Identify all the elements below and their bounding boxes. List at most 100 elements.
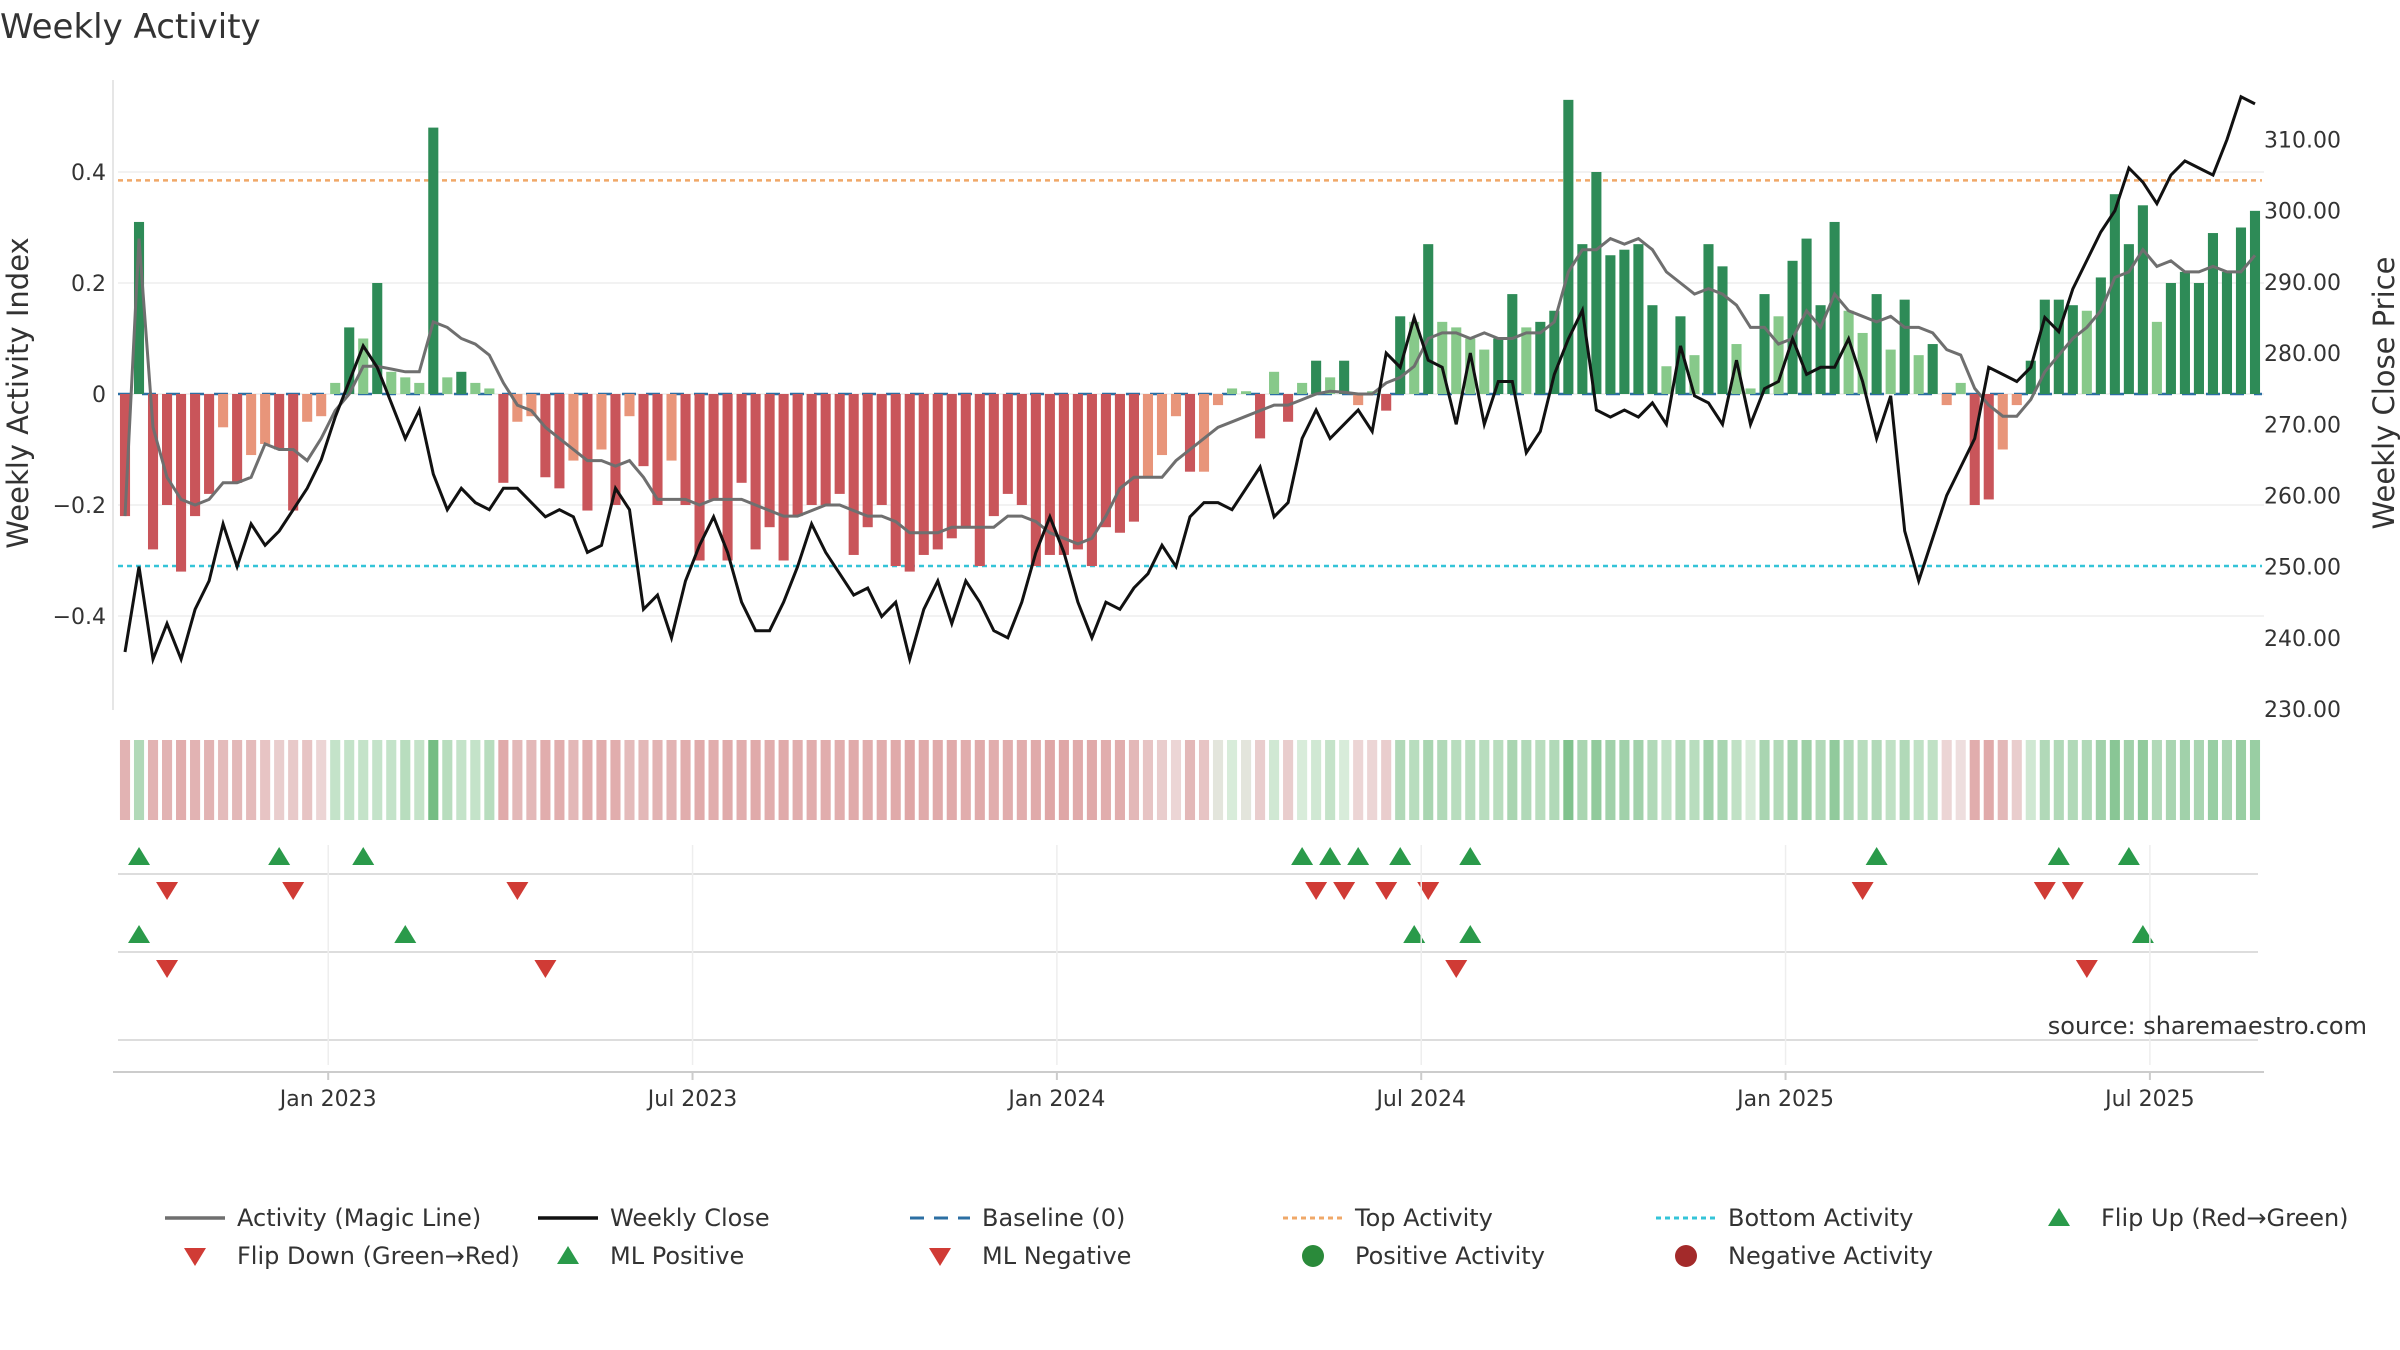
legend: Activity (Magic Line) Weekly Close Baselin… bbox=[165, 1204, 2349, 1270]
heat-strip-cell bbox=[2123, 740, 2134, 820]
activity-bar bbox=[820, 394, 831, 505]
heat-strip-cell bbox=[1226, 740, 1238, 820]
magic-line bbox=[123, 236, 2257, 546]
heat-strip-cell bbox=[162, 740, 173, 820]
heat-strip-cell bbox=[1745, 740, 1756, 820]
heat-strip-cell bbox=[666, 740, 677, 820]
activity-bar bbox=[2109, 194, 2120, 394]
activity-bar bbox=[834, 394, 845, 494]
activity-bar bbox=[1717, 266, 1728, 394]
legend-label: Flip Down (Green→Red) bbox=[237, 1242, 520, 1270]
activity-bar bbox=[133, 221, 145, 394]
heat-strip-cell bbox=[526, 740, 537, 820]
heat-strip-cell bbox=[1969, 740, 1980, 820]
activity-bar bbox=[1661, 366, 1672, 394]
left-tick-label: 0 bbox=[92, 383, 106, 408]
activity-bar bbox=[722, 394, 733, 561]
heat-strip-cell bbox=[386, 740, 397, 820]
activity-bar bbox=[848, 394, 859, 555]
heat-strip-cell bbox=[1198, 740, 1210, 820]
activity-bar bbox=[1212, 394, 1224, 406]
heat-strip-cell bbox=[316, 740, 327, 820]
heat-strip-cell bbox=[1016, 740, 1027, 820]
activity-bar bbox=[456, 371, 467, 394]
activity-bar bbox=[1395, 316, 1406, 394]
activity-bar bbox=[1521, 327, 1532, 394]
heat-strip-cell bbox=[190, 740, 201, 820]
heat-strip-cell bbox=[540, 740, 551, 820]
heat-strip-cell bbox=[652, 740, 663, 820]
legend-triangle-down-icon bbox=[184, 1248, 206, 1266]
activity-bar bbox=[316, 394, 327, 417]
flip-up-marker bbox=[1291, 847, 1314, 865]
activity-bar bbox=[1983, 394, 1994, 500]
activity-bar bbox=[2165, 283, 2176, 394]
time-tick-label: Jan 2023 bbox=[278, 1087, 377, 1112]
activity-bar bbox=[2095, 277, 2106, 394]
heat-strip-cell bbox=[147, 740, 159, 820]
activity-bar bbox=[638, 394, 649, 467]
heat-strip-cell bbox=[1997, 740, 2008, 820]
legend-entry: Activity (Magic Line) bbox=[165, 1204, 481, 1232]
heat-strip-cell bbox=[1058, 740, 1069, 820]
activity-bar bbox=[119, 394, 131, 517]
legend-label: Bottom Activity bbox=[1728, 1204, 1913, 1232]
heat-strip-cell bbox=[2179, 740, 2190, 820]
activity-bar bbox=[274, 394, 285, 450]
chart-title: Weekly Activity bbox=[0, 7, 261, 47]
heat-strip-cell bbox=[974, 740, 985, 820]
heat-strip-cell bbox=[2095, 740, 2106, 820]
activity-bar bbox=[470, 382, 481, 394]
activity-heat-strip bbox=[119, 740, 2261, 820]
activity-bar bbox=[1493, 338, 1504, 394]
activity-bar bbox=[1633, 244, 1644, 394]
activity-bar bbox=[960, 394, 971, 528]
heat-strip-cell bbox=[568, 740, 579, 820]
time-tick-label: Jul 2025 bbox=[2103, 1087, 2195, 1112]
activity-bar bbox=[596, 394, 607, 450]
activity-bar bbox=[1745, 388, 1756, 394]
flip-up-marker bbox=[1459, 847, 1482, 865]
activity-bar bbox=[1409, 321, 1420, 394]
heat-strip-cell bbox=[1507, 740, 1518, 820]
activity-bar bbox=[1128, 394, 1139, 522]
heat-strip-cell bbox=[2137, 740, 2148, 820]
heat-strip-cell bbox=[512, 740, 523, 820]
flip-up-marker bbox=[1865, 847, 1888, 865]
heat-strip-cell bbox=[484, 740, 495, 820]
heat-strip-cell bbox=[694, 740, 705, 820]
activity-bar bbox=[1843, 310, 1854, 394]
source-credit: source: sharemaestro.com bbox=[2048, 1012, 2367, 1040]
activity-bar bbox=[428, 127, 439, 394]
heat-strip-cell bbox=[750, 740, 761, 820]
series-lines bbox=[123, 94, 2257, 666]
heat-strip-cell bbox=[1184, 740, 1196, 820]
activity-bar bbox=[147, 394, 159, 550]
time-tick-label: Jul 2024 bbox=[1374, 1087, 1466, 1112]
activity-bar bbox=[2025, 360, 2036, 394]
activity-bar bbox=[1913, 355, 1924, 394]
heat-strip-cell bbox=[498, 740, 509, 820]
heat-strip-cell bbox=[1479, 740, 1490, 820]
heat-strip-cell bbox=[806, 740, 817, 820]
activity-bar bbox=[288, 394, 299, 511]
heat-strip-cell bbox=[820, 740, 831, 820]
activity-bar bbox=[1703, 244, 1714, 394]
activity-bar bbox=[2207, 233, 2218, 394]
activity-bar bbox=[2123, 244, 2134, 394]
axes: Weekly Activity Index Weekly Close Price… bbox=[1, 80, 2400, 723]
heat-strip-cell bbox=[288, 740, 299, 820]
activity-bar bbox=[1969, 394, 1980, 505]
legend-label: ML Negative bbox=[982, 1242, 1131, 1270]
legend-entry: Flip Down (Green→Red) bbox=[184, 1242, 520, 1270]
heat-strip-cell bbox=[708, 740, 719, 820]
activity-bar bbox=[1899, 299, 1910, 394]
heat-strip-cell bbox=[848, 740, 859, 820]
ml-positive-marker bbox=[394, 925, 417, 943]
activity-bar bbox=[400, 377, 411, 394]
activity-bar bbox=[232, 394, 243, 483]
left-axis-title: Weekly Activity Index bbox=[1, 237, 35, 548]
heat-strip-cell bbox=[1311, 740, 1322, 820]
